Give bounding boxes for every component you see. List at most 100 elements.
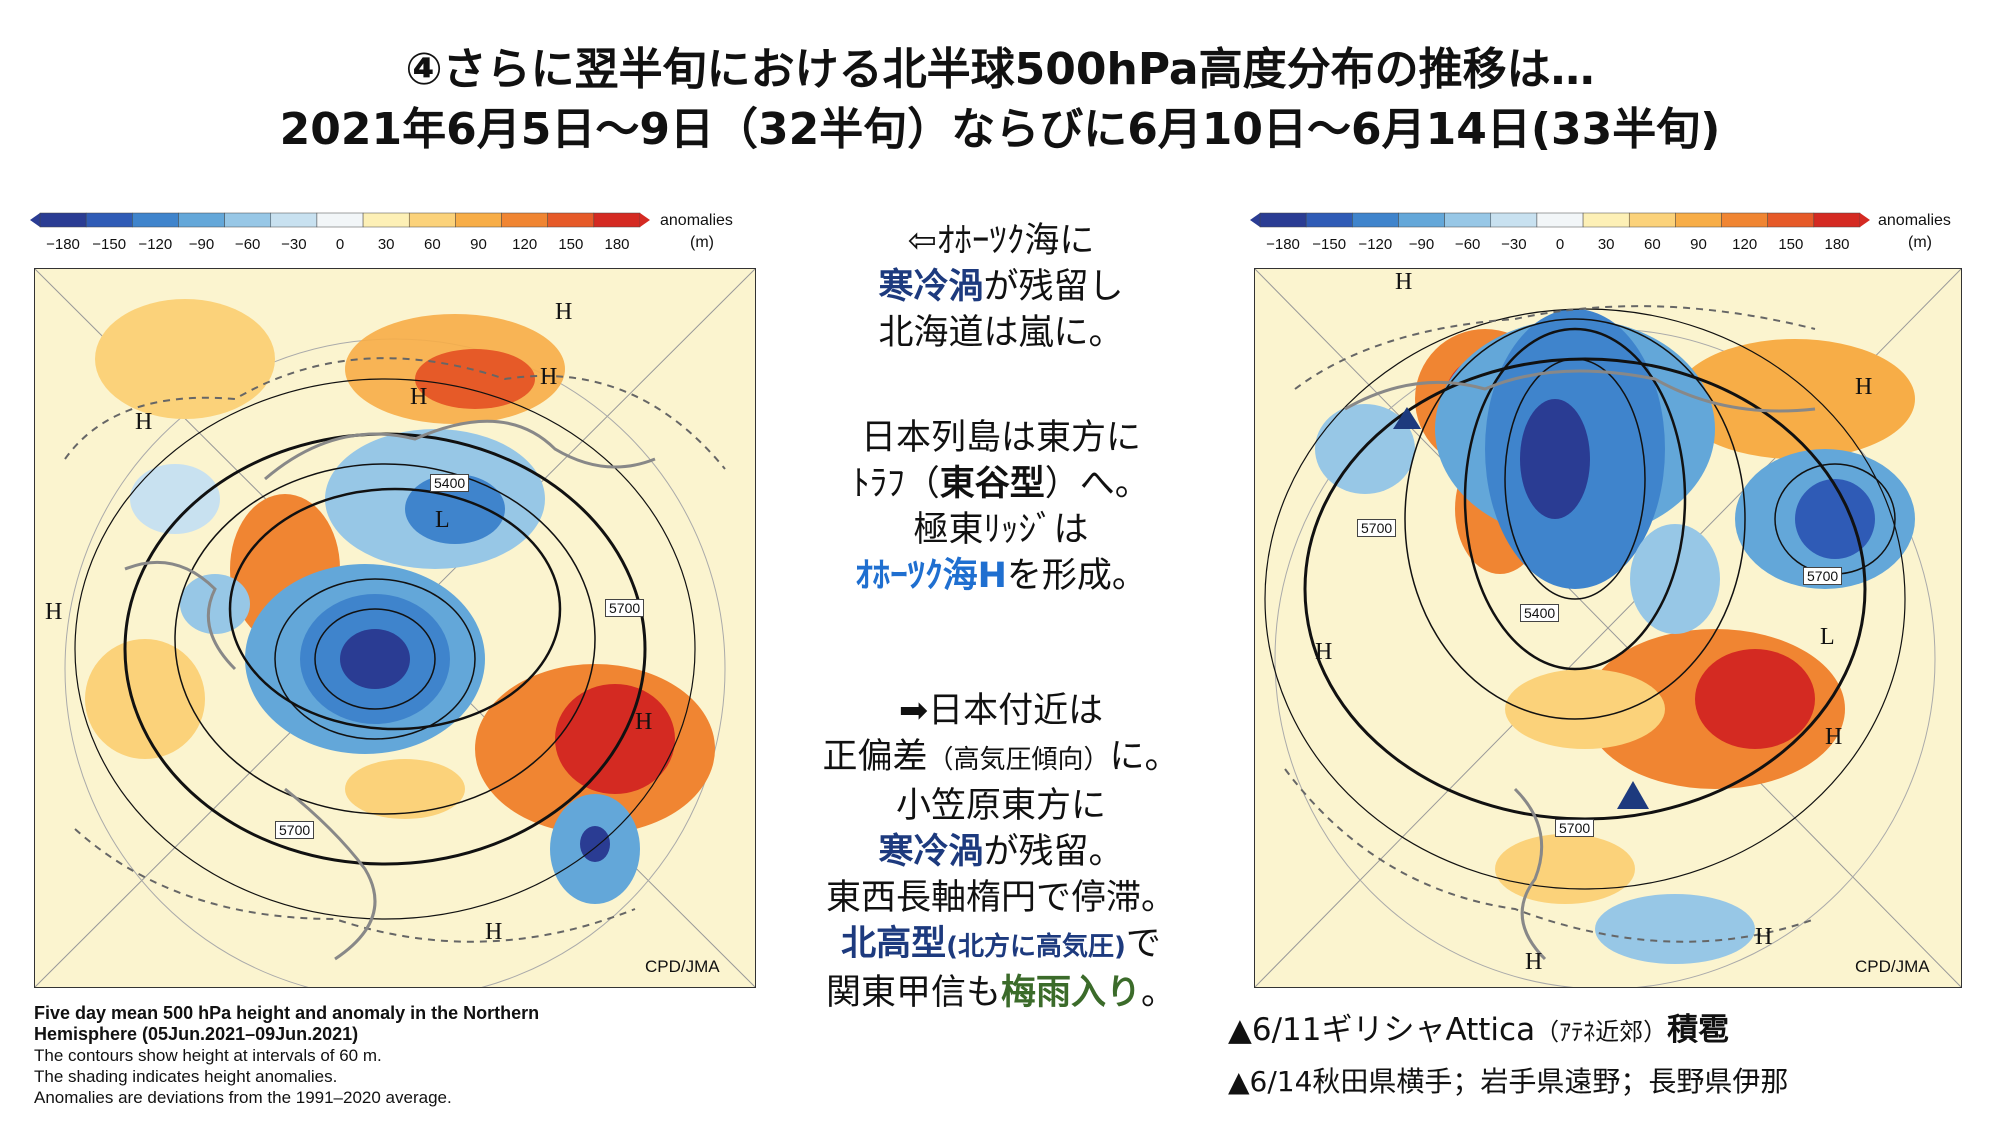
note-japan: ➡日本付近は 正偏差（高気圧傾向）に。 小笠原東方に 寒冷渦が残留。 東西長軸楕… — [758, 688, 1244, 1016]
colorbar-tick: −90 — [1408, 236, 1435, 253]
colorbar-swatch — [39, 212, 87, 228]
colorbar-swatch — [1767, 212, 1815, 228]
event-text: ▲6/11ギリシャAttica — [1228, 1012, 1536, 1048]
high-symbol: H — [555, 299, 573, 325]
note-line: 寒冷渦が残留。 — [758, 829, 1244, 875]
left-map: H H H H H H H L 5400 5700 5700 CPD/JMA — [34, 268, 756, 988]
colorbar-swatches — [30, 212, 650, 228]
note-text: 。 — [1141, 973, 1177, 1013]
colorbar-tick: −30 — [281, 236, 307, 253]
high-symbol: H — [635, 709, 653, 735]
colorbar-tick: −180 — [46, 236, 80, 253]
note-trough: 日本列島は東方に ﾄﾗﾌ（東谷型）へ。 極東ﾘｯｼﾞは ｵﾎｰﾂｸ海Hを形成。 — [758, 415, 1244, 599]
colorbar-tick: 120 — [512, 236, 538, 253]
map-credit: CPD/JMA — [645, 957, 720, 976]
contour-label: 5400 — [430, 474, 470, 492]
colorbar-swatch — [1259, 212, 1307, 228]
note-line: 寒冷渦が残留し — [758, 264, 1244, 310]
colorbar-tick: 180 — [1824, 236, 1850, 253]
note-text: 関東甲信も — [825, 973, 1001, 1013]
high-symbol: H — [540, 364, 558, 390]
note-text: ﾄﾗﾌ（ — [852, 464, 940, 504]
colorbar-label: anomalies — [660, 212, 733, 229]
contour-label: 5700 — [275, 821, 315, 839]
page-title: ④さらに翌半旬における北半球500hPa高度分布の推移は… — [405, 44, 1595, 95]
colorbar-tick: −90 — [188, 236, 215, 253]
caption-line: The shading indicates height anomalies. — [34, 1067, 338, 1086]
colorbar-tick: −150 — [92, 236, 127, 253]
colorbar-swatch — [1352, 212, 1399, 228]
colorbar-arrow-left — [30, 213, 40, 227]
note-line: ➡日本付近は — [898, 691, 1104, 731]
highlight: ｵﾎｰﾂｸ海H — [855, 556, 1007, 596]
colorbar-tick: 150 — [1778, 236, 1804, 253]
note-line: 北高型(北方に高気圧)で — [758, 921, 1244, 970]
contour-label: 5700 — [1555, 819, 1595, 837]
note-line: 極東ﾘｯｼﾞは — [913, 510, 1089, 550]
colorbar-tick: 90 — [470, 236, 487, 253]
low-symbol: L — [435, 507, 450, 533]
colorbar-swatch — [1628, 212, 1676, 228]
colorbar-tick: 30 — [1597, 236, 1615, 253]
colorbar-swatch — [1536, 212, 1584, 228]
high-symbol: H — [1315, 639, 1333, 665]
high-symbol: H — [1825, 724, 1843, 750]
note-text: に。 — [1109, 737, 1180, 777]
note-line: 正偏差（高気圧傾向）に。 — [758, 734, 1244, 783]
colorbar-swatch — [1490, 212, 1538, 228]
colorbar-unit: (m) — [690, 234, 714, 251]
caption-title: Five day mean 500 hPa height and anomaly… — [34, 1003, 540, 1023]
colorbar-tick: −120 — [1358, 236, 1393, 253]
high-symbol: H — [485, 919, 503, 945]
colorbar-swatch — [132, 212, 179, 228]
colorbar-swatches — [1250, 212, 1870, 228]
caption-title: Hemisphere (05Jun.2021–09Jun.2021) — [34, 1024, 359, 1044]
colorbar-tick: 120 — [1732, 236, 1758, 253]
high-symbol: H — [135, 409, 153, 435]
colorbar-tick: 30 — [377, 236, 395, 253]
colorbar-tick: 0 — [1555, 236, 1565, 253]
note-line: ｵﾎｰﾂｸ海Hを形成。 — [758, 553, 1244, 599]
note-text: が残留。 — [983, 832, 1124, 872]
colorbar-swatch — [316, 212, 364, 228]
contour-label: 5700 — [1803, 567, 1843, 585]
colorbar-tick: −60 — [1454, 236, 1481, 253]
note-text: （高気圧傾向） — [927, 745, 1110, 775]
event-text: （ｱﾃﾈ近郊） — [1535, 1018, 1668, 1046]
colorbar-tick: −120 — [138, 236, 173, 253]
colorbar-swatch — [270, 212, 318, 228]
highlight: (北方に高気圧) — [946, 932, 1126, 962]
colorbar-label: anomalies — [1878, 212, 1951, 229]
colorbar-swatch — [1813, 212, 1861, 228]
note-line: 北海道は嵐に。 — [878, 313, 1124, 353]
note-line: ﾄﾗﾌ（東谷型）へ。 — [758, 461, 1244, 507]
caption-line: The contours show height at intervals of… — [34, 1046, 382, 1065]
colorbar-tick: −180 — [1266, 236, 1300, 253]
colorbar-tick: 150 — [558, 236, 584, 253]
event-greece: ▲6/11ギリシャAttica（ｱﾃﾈ近郊）積雹 — [1228, 1010, 1729, 1052]
note-line: ⇦ｵﾎｰﾂｸ海に — [907, 221, 1095, 261]
note-text: が残留し — [983, 267, 1124, 307]
right-colorbar — [1250, 212, 1870, 228]
note-text: ）へ。 — [1044, 464, 1150, 504]
right-map: H H H H H H L 5400 5700 5700 5700 CPD/JM… — [1254, 268, 1962, 988]
note-okhotsk: ⇦ｵﾎｰﾂｸ海に 寒冷渦が残留し 北海道は嵐に。 — [758, 218, 1244, 356]
note-line: 小笠原東方に — [895, 786, 1106, 826]
note-text: で — [1125, 924, 1161, 964]
colorbar-tick: 60 — [423, 236, 441, 253]
highlight: 東谷型 — [939, 464, 1045, 504]
colorbar-swatch — [1398, 212, 1445, 228]
highlight: 寒冷渦 — [878, 267, 984, 307]
page-subtitle: 2021年6月5日～9日（32半句）ならびに6月10日～6月14日(33半旬) — [279, 104, 1721, 155]
high-symbol: H — [1755, 924, 1773, 950]
colorbar-tick: 60 — [1643, 236, 1661, 253]
highlight: 梅雨入り — [1000, 973, 1141, 1013]
colorbar-tick: −60 — [234, 236, 261, 253]
colorbar-swatch — [408, 212, 456, 228]
colorbar-swatch — [362, 212, 410, 228]
contour-label: 5700 — [1357, 519, 1397, 537]
high-symbol: H — [1395, 269, 1413, 295]
note-text: を形成。 — [1006, 556, 1147, 596]
colorbar-swatch — [1444, 212, 1492, 228]
colorbar-arrow-right — [1860, 213, 1870, 227]
